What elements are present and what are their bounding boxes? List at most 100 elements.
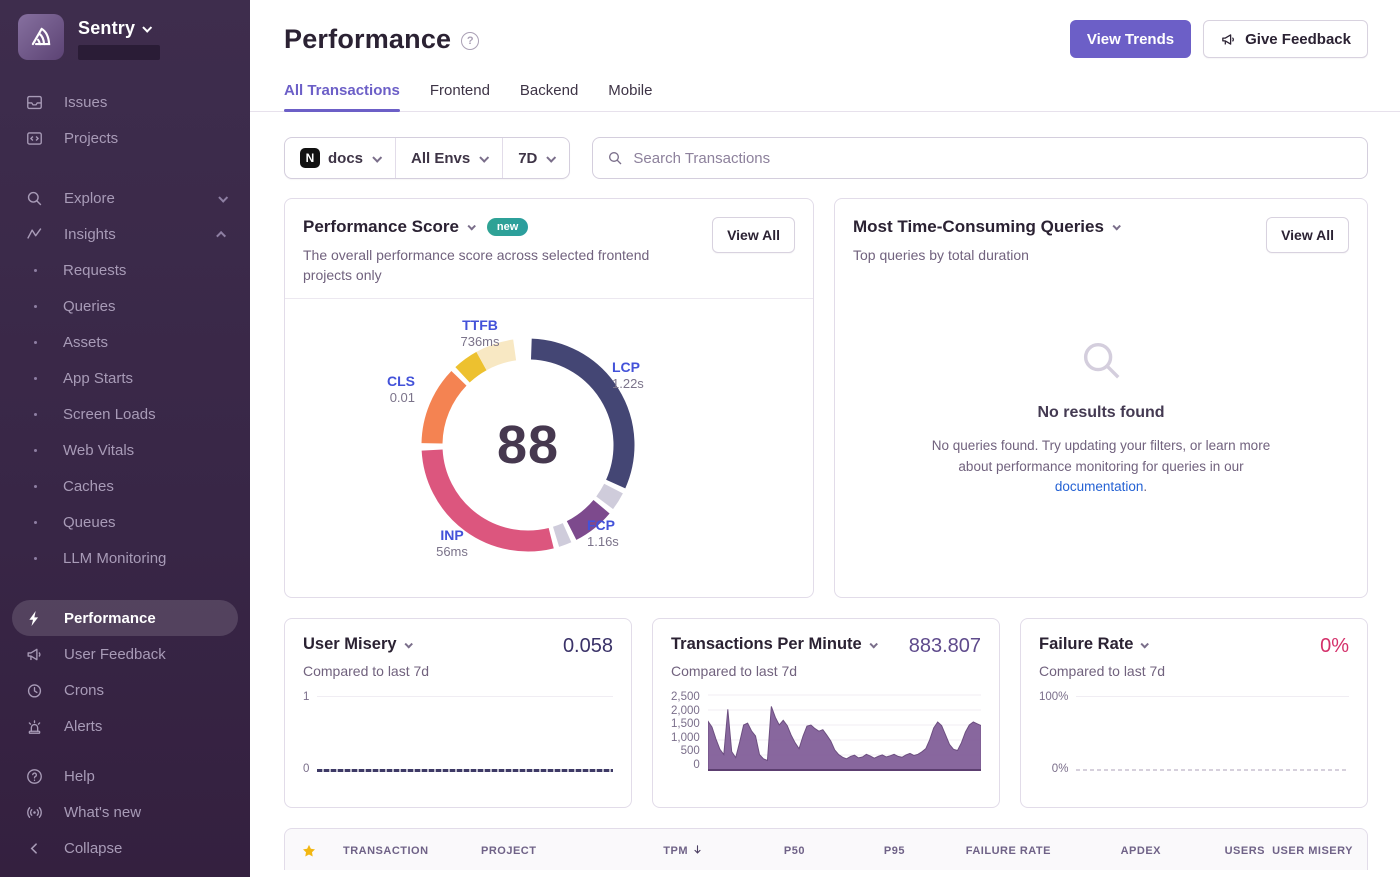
sidebar-item-user-feedback[interactable]: User Feedback <box>12 636 238 672</box>
vital-name: FCP <box>587 516 615 533</box>
tab-frontend[interactable]: Frontend <box>430 82 490 111</box>
sidebar-collapse-button[interactable]: Collapse <box>12 830 238 866</box>
sidebar-item-caches[interactable]: Caches <box>12 468 238 504</box>
help-icon <box>24 766 44 786</box>
environment-filter-dropdown[interactable]: All Envs <box>396 138 502 178</box>
column-header-p50[interactable]: P50 <box>783 845 805 857</box>
vital-cls[interactable]: CLS 0.01 <box>355 373 415 407</box>
user-misery-value: 0.058 <box>562 635 613 657</box>
sidebar-item-assets[interactable]: Assets <box>12 324 238 360</box>
column-header-apdex[interactable]: APDEX <box>1120 845 1161 857</box>
vital-value: 736ms <box>460 334 500 350</box>
performance-score-title[interactable]: Performance Score <box>303 217 459 236</box>
search-icon <box>607 150 623 166</box>
sidebar-item-insights[interactable]: Insights <box>12 216 238 252</box>
starred-column-icon[interactable] <box>301 843 343 859</box>
button-label: View All <box>727 227 780 243</box>
sidebar-item-projects[interactable]: Projects <box>12 120 238 156</box>
project-filter-value: docs <box>328 149 364 167</box>
sidebar-item-queues[interactable]: Queues <box>12 504 238 540</box>
chevron-down-icon[interactable] <box>467 222 476 231</box>
tab-mobile[interactable]: Mobile <box>608 82 652 111</box>
help-circle-icon[interactable] <box>461 32 480 50</box>
sidebar-item-queries[interactable]: Queries <box>12 288 238 324</box>
chevron-down-icon[interactable] <box>1140 639 1150 649</box>
chevron-down-icon <box>142 22 153 33</box>
column-header-failure-rate[interactable]: FAILURE RATE <box>965 845 1051 857</box>
sidebar-item-web-vitals[interactable]: Web Vitals <box>12 432 238 468</box>
sidebar-item-crons[interactable]: Crons <box>12 672 238 708</box>
vital-inp[interactable]: INP 56ms <box>422 527 482 561</box>
y-axis-min-label: 0% <box>1051 763 1069 775</box>
sidebar-item-label: App Starts <box>63 369 134 387</box>
gridline <box>1076 696 1349 697</box>
chevron-down-icon[interactable] <box>869 639 878 649</box>
project-filter-dropdown[interactable]: docs <box>285 138 395 178</box>
sidebar-item-label: Web Vitals <box>63 441 135 459</box>
sidebar-item-app-starts[interactable]: App Starts <box>12 360 238 396</box>
vital-lcp[interactable]: LCP 1.22s <box>612 359 644 393</box>
search-transactions-input[interactable] <box>633 149 1353 167</box>
performance-score-view-all-button[interactable]: View All <box>712 217 795 253</box>
queries-card-title[interactable]: Most Time-Consuming Queries <box>853 217 1104 236</box>
sidebar-item-label: Issues <box>64 93 108 111</box>
user-misery-title[interactable]: User Misery <box>303 635 397 653</box>
chevron-down-icon[interactable] <box>1112 222 1121 231</box>
org-switcher[interactable]: Sentry <box>0 0 250 78</box>
performance-score-value: 88 <box>496 414 560 475</box>
sidebar-item-alerts[interactable]: Alerts <box>12 708 238 744</box>
date-range-value: 7D <box>518 149 538 167</box>
bullet-icon <box>34 376 37 380</box>
bullet-icon <box>34 448 37 452</box>
column-header-user-misery[interactable]: USER MISERY <box>1272 845 1353 857</box>
sidebar-item-screen-loads[interactable]: Screen Loads <box>12 396 238 432</box>
column-header-transaction[interactable]: TRANSACTION <box>343 845 429 857</box>
divider <box>502 138 504 178</box>
sidebar-item-requests[interactable]: Requests <box>12 252 238 288</box>
web-vitals-ring-svg <box>421 338 635 552</box>
sidebar-item-issues[interactable]: Issues <box>12 84 238 120</box>
sidebar-item-label: Explore <box>64 189 115 207</box>
sidebar-item-explore[interactable]: Explore <box>12 180 238 216</box>
column-header-p95[interactable]: P95 <box>883 845 905 857</box>
card-divider <box>285 297 813 299</box>
column-header-tpm[interactable]: TPM <box>603 844 703 858</box>
chevron-down-icon[interactable] <box>404 639 413 649</box>
sidebar-item-whats-new[interactable]: What's new <box>12 794 238 830</box>
sidebar-item-label: Screen Loads <box>63 405 156 423</box>
bullet-icon <box>34 484 37 488</box>
nav-divider-gap <box>12 744 238 758</box>
sidebar-item-help[interactable]: Help <box>12 758 238 794</box>
chevron-down-icon <box>546 152 557 163</box>
issues-icon <box>24 92 44 112</box>
column-header-project[interactable]: PROJECT <box>481 845 537 857</box>
empty-state-title: No results found <box>1037 404 1165 422</box>
documentation-link[interactable]: documentation <box>1054 478 1144 494</box>
date-range-dropdown[interactable]: 7D <box>503 138 569 178</box>
button-label: View All <box>1281 227 1334 243</box>
sidebar-item-performance[interactable]: Performance <box>12 600 238 636</box>
y-axis-tick: 500 <box>680 745 700 758</box>
give-feedback-button[interactable]: Give Feedback <box>1203 20 1368 58</box>
tab-label: Mobile <box>608 82 653 99</box>
broadcast-icon <box>24 802 44 822</box>
vital-ttfb[interactable]: TTFB 736ms <box>445 317 515 351</box>
sidebar-item-label: Alerts <box>64 717 103 735</box>
tab-all-transactions[interactable]: All Transactions <box>284 82 400 112</box>
tab-backend[interactable]: Backend <box>520 82 578 111</box>
y-axis-tick: 1,000 <box>671 731 700 744</box>
page-title: Performance <box>284 23 452 54</box>
vital-fcp[interactable]: FCP 1.16s <box>587 517 619 551</box>
failure-rate-title[interactable]: Failure Rate <box>1039 635 1134 653</box>
column-header-users[interactable]: USERS <box>1224 845 1265 857</box>
tpm-title[interactable]: Transactions Per Minute <box>671 635 862 653</box>
sidebar-item-llm-monitoring[interactable]: LLM Monitoring <box>12 540 238 576</box>
queries-view-all-button[interactable]: View All <box>1266 217 1349 253</box>
chevron-down-icon <box>372 152 383 163</box>
sidebar-item-label: Projects <box>64 129 119 147</box>
view-trends-button[interactable]: View Trends <box>1069 20 1192 58</box>
org-name: Sentry <box>78 18 136 38</box>
org-subtitle-redacted <box>78 45 160 60</box>
gridline <box>317 696 613 697</box>
sidebar-item-label: Requests <box>63 261 127 279</box>
